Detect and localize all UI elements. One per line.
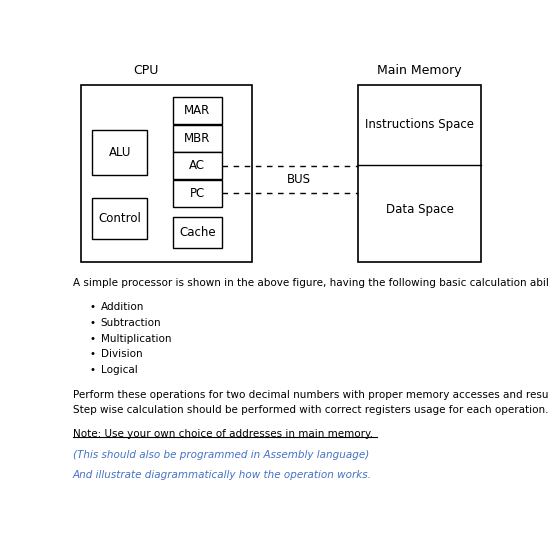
FancyBboxPatch shape	[173, 97, 222, 124]
Text: Perform these operations for two decimal numbers with proper memory accesses and: Perform these operations for two decimal…	[73, 389, 549, 400]
Text: PC: PC	[190, 187, 205, 200]
FancyBboxPatch shape	[92, 198, 147, 239]
FancyBboxPatch shape	[173, 217, 222, 248]
Text: Cache: Cache	[179, 226, 216, 239]
FancyBboxPatch shape	[92, 130, 147, 175]
Text: Multiplication: Multiplication	[100, 334, 171, 343]
Text: Step wise calculation should be performed with correct registers usage for each : Step wise calculation should be performe…	[73, 406, 548, 415]
Text: (This should also be programmed in Assembly language): (This should also be programmed in Assem…	[73, 450, 369, 460]
Text: Data Space: Data Space	[386, 203, 453, 216]
Text: Subtraction: Subtraction	[100, 318, 161, 328]
Text: CPU: CPU	[133, 64, 159, 77]
Text: •: •	[90, 334, 96, 343]
Text: •: •	[90, 318, 96, 328]
Text: •: •	[90, 349, 96, 360]
Text: Control: Control	[98, 212, 141, 225]
Text: ALU: ALU	[109, 146, 131, 159]
Text: MAR: MAR	[184, 104, 210, 117]
Text: Addition: Addition	[100, 302, 144, 312]
Text: Instructions Space: Instructions Space	[365, 118, 474, 131]
FancyBboxPatch shape	[173, 125, 222, 151]
Text: •: •	[90, 302, 96, 312]
Text: AC: AC	[189, 159, 205, 172]
Text: BUS: BUS	[287, 173, 310, 186]
Text: Note: Use your own choice of addresses in main memory.: Note: Use your own choice of addresses i…	[73, 429, 373, 439]
Text: Main Memory: Main Memory	[377, 64, 462, 77]
Text: A simple processor is shown in the above figure, having the following basic calc: A simple processor is shown in the above…	[73, 278, 549, 288]
Text: Division: Division	[100, 349, 142, 360]
FancyBboxPatch shape	[173, 180, 222, 207]
FancyBboxPatch shape	[358, 85, 481, 262]
FancyBboxPatch shape	[81, 85, 251, 262]
Text: •: •	[90, 365, 96, 375]
Text: MBR: MBR	[184, 132, 210, 144]
Text: And illustrate diagrammatically how the operation works.: And illustrate diagrammatically how the …	[73, 470, 372, 480]
FancyBboxPatch shape	[173, 152, 222, 179]
Text: Logical: Logical	[100, 365, 137, 375]
